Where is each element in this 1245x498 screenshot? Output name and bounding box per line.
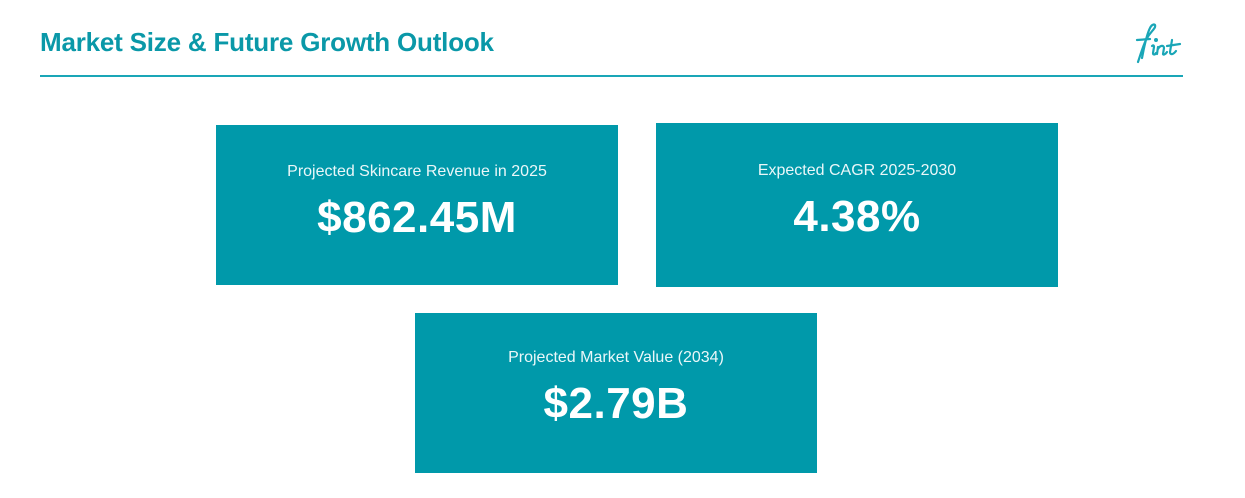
kpi-label: Projected Skincare Revenue in 2025 xyxy=(287,163,547,180)
kpi-card-cagr: Expected CAGR 2025-2030 4.38% xyxy=(656,123,1058,287)
kpi-card-skincare-revenue: Projected Skincare Revenue in 2025 $862.… xyxy=(216,125,618,285)
kpi-value: 4.38% xyxy=(793,192,921,241)
page-title: Market Size & Future Growth Outlook xyxy=(40,27,494,57)
kpi-label: Projected Market Value (2034) xyxy=(508,349,724,366)
kpi-value: $862.45M xyxy=(317,193,517,242)
fint-logo-icon xyxy=(1135,23,1182,64)
kpi-card-market-value: Projected Market Value (2034) $2.79B xyxy=(415,313,817,473)
header-divider xyxy=(40,75,1183,77)
kpi-label: Expected CAGR 2025-2030 xyxy=(757,162,957,179)
kpi-value: $2.79B xyxy=(543,379,689,428)
